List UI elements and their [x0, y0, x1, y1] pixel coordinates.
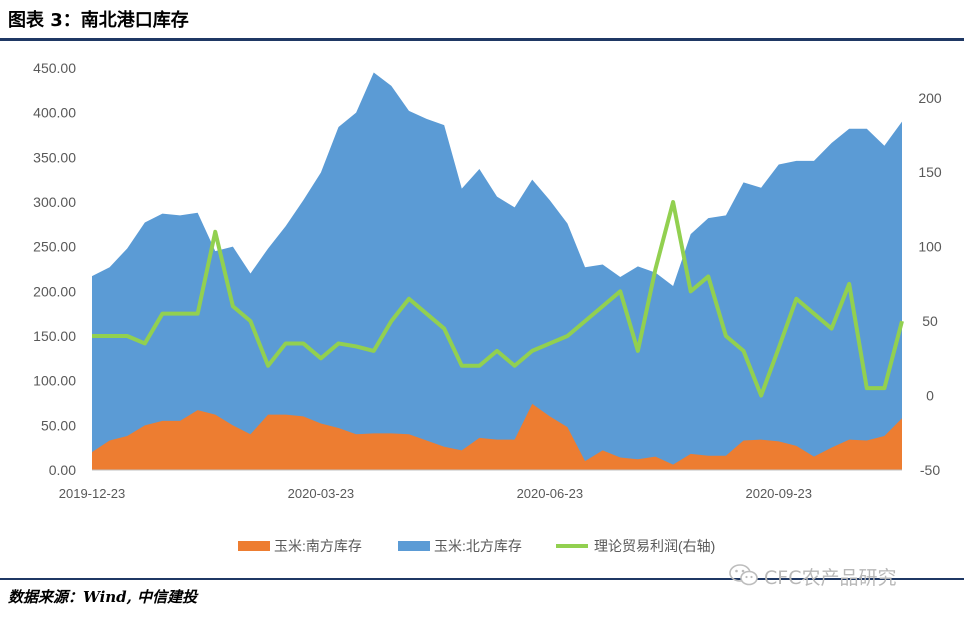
footer-rule — [0, 578, 964, 580]
y-left-tick-label: 300.00 — [33, 194, 76, 210]
x-tick-label: 2020-06-23 — [517, 486, 584, 501]
area-layer — [92, 72, 902, 470]
series-area-south-stock — [92, 403, 902, 470]
y-right-tick-label: -50 — [920, 462, 940, 478]
source-note: 数据来源：Wind, 中信建投 — [8, 588, 198, 606]
y-left-tick-label: 200.00 — [33, 283, 76, 299]
chart: 0.00 50.00 100.00 150.00 200.00 250.00 300.00 3… — [33, 60, 942, 554]
y-right-tick-label: 150 — [918, 164, 942, 180]
y-left-tick-label: 250.00 — [33, 239, 76, 255]
y-right-tick-label: 50 — [922, 313, 938, 329]
legend: 玉米:南方库存 玉米:北方库存 理论贸易利润(右轴) — [238, 538, 715, 554]
legend-swatch — [398, 541, 430, 551]
legend-label: 玉米:北方库存 — [434, 538, 522, 554]
y-left-tick-label: 150.00 — [33, 328, 76, 344]
legend-item-trade-profit: 理论贸易利润(右轴) — [556, 538, 715, 554]
legend-label: 理论贸易利润(右轴) — [594, 538, 715, 554]
y-right-tick-label: 0 — [926, 388, 934, 404]
legend-label: 玉米:南方库存 — [274, 538, 362, 554]
legend-swatch — [238, 541, 270, 551]
y-left-tick-label: 0.00 — [49, 462, 76, 478]
y-left-tick-label: 100.00 — [33, 373, 76, 389]
figure-title: 图表 3：南北港口库存 — [8, 10, 189, 31]
x-tick-label: 2020-03-23 — [288, 486, 355, 501]
axes-layer: 0.00 50.00 100.00 150.00 200.00 250.00 300.00 3… — [33, 60, 942, 501]
x-tick-label: 2019-12-23 — [59, 486, 126, 501]
x-tick-label: 2020-09-23 — [745, 486, 812, 501]
y-left-tick-label: 400.00 — [33, 105, 76, 121]
y-left-tick-label: 450.00 — [33, 60, 76, 76]
series-line-trade-profit — [92, 200, 904, 398]
watermark: CFC农产品研究 — [728, 562, 958, 589]
line-layer — [92, 200, 904, 398]
y-left-tick-label: 50.00 — [41, 417, 76, 433]
legend-item-south-stock: 玉米:南方库存 — [238, 538, 362, 554]
watermark-text: CFC农产品研究 — [764, 567, 897, 589]
legend-item-north-stock: 玉米:北方库存 — [398, 538, 522, 554]
y-right-tick-label: 200 — [918, 90, 942, 106]
y-left-tick-label: 350.00 — [33, 149, 76, 165]
y-right-tick-label: 100 — [918, 239, 942, 255]
title-rule — [0, 38, 964, 41]
wechat-icon — [729, 564, 758, 586]
series-area-north-stock — [92, 72, 902, 470]
